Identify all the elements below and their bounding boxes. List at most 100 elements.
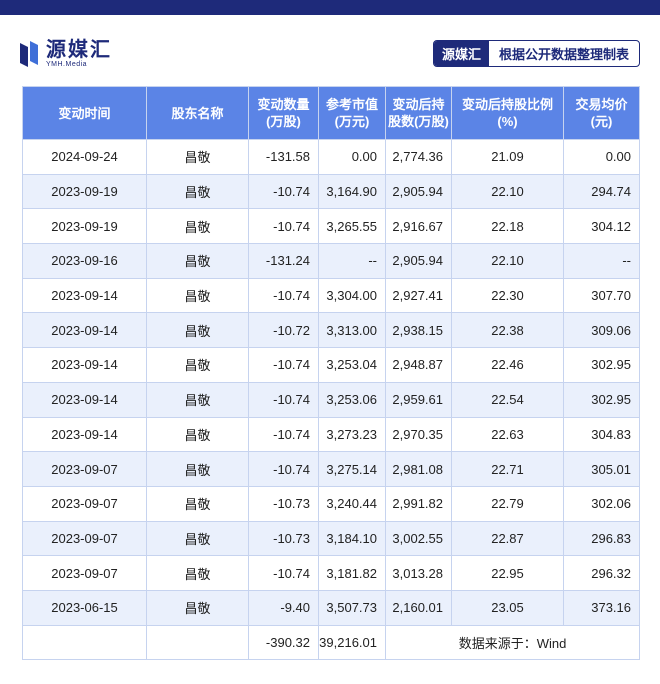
- column-header: 交易均价 (元): [563, 86, 640, 140]
- change-date-cell: 2023-09-19: [22, 208, 147, 245]
- avg-price-cell: 302.95: [563, 381, 640, 418]
- shares-after-cell: 2,938.15: [385, 312, 452, 349]
- shares-after-cell: 3,013.28: [385, 555, 452, 591]
- change-quantity-cell: -10.74: [248, 208, 319, 245]
- change-quantity-cell: -10.74: [248, 347, 319, 383]
- column-header-line: 股数(万股): [388, 114, 449, 129]
- table-row: 2023-09-14 昌敬 -10.72 3,313.00 2,938.15 22.38 3…: [22, 312, 640, 349]
- change-date-cell: 2023-09-14: [22, 347, 147, 383]
- ratio-after-cell: 23.05: [451, 589, 564, 626]
- change-date-cell: 2023-09-14: [22, 312, 147, 349]
- total-empty-cell: [22, 624, 147, 660]
- shareholder-name-cell: 昌敬: [146, 381, 249, 418]
- change-date-cell: 2023-09-07: [22, 520, 147, 557]
- ratio-after-cell: 22.79: [451, 485, 564, 522]
- ratio-after-cell: 22.95: [451, 555, 564, 591]
- table-row: 2023-09-19 昌敬 -10.74 3,265.55 2,916.67 22.18 3…: [22, 208, 640, 245]
- avg-price-cell: 296.83: [563, 520, 640, 557]
- shareholder-name-cell: 昌敬: [146, 173, 249, 210]
- change-quantity-cell: -10.73: [248, 520, 319, 557]
- ratio-after-cell: 22.54: [451, 381, 564, 418]
- shareholder-name-cell: 昌敬: [146, 277, 249, 314]
- column-header-line: 参考市值: [325, 97, 378, 112]
- column-header: 股东名称: [146, 86, 249, 140]
- ratio-after-cell: 22.71: [451, 451, 564, 487]
- ratio-after-cell: 21.09: [451, 139, 564, 175]
- tag-description: 根据公开数据整理制表: [498, 47, 629, 62]
- shareholder-name-cell: 昌敬: [146, 416, 249, 453]
- avg-price-cell: 302.06: [563, 485, 640, 522]
- shareholder-name-cell: 昌敬: [146, 347, 249, 383]
- total-empty-cell: [146, 624, 249, 660]
- shares-after-cell: 2,905.94: [385, 243, 452, 279]
- logo-subtitle: YMH.Media: [46, 61, 88, 68]
- column-header: 变动后持股数(万股): [385, 86, 452, 140]
- shares-after-cell: 2,948.87: [385, 347, 452, 383]
- column-header: 变动数量 (万股): [248, 86, 319, 140]
- change-quantity-cell: -10.74: [248, 451, 319, 487]
- market-value-cell: 3,265.55: [318, 208, 386, 245]
- change-quantity-cell: -10.74: [248, 416, 319, 453]
- change-date-cell: 2023-09-07: [22, 485, 147, 522]
- top-banner: [0, 0, 660, 15]
- shares-after-cell: 2,970.35: [385, 416, 452, 453]
- shareholding-change-table: 变动时间 股东名称 变动数量 (万股) 参考市值 (万元) 变动后持股数(万股) 变动后持股比…: [22, 86, 640, 660]
- change-date-cell: 2023-09-14: [22, 381, 147, 418]
- avg-price-cell: 302.95: [563, 347, 640, 383]
- column-header-line: (%): [497, 114, 518, 129]
- brand-logo: 源媒汇 YMH.Media: [18, 36, 112, 72]
- shareholder-name-cell: 昌敬: [146, 520, 249, 557]
- table-total-row: -390.32 39,216.01 数据来源于：Wind: [22, 624, 640, 660]
- market-value-cell: 3,275.14: [318, 451, 386, 487]
- column-header-line: (万元): [334, 114, 370, 129]
- ratio-after-cell: 22.18: [451, 208, 564, 245]
- change-quantity-cell: -131.24: [248, 243, 319, 279]
- avg-price-cell: 294.74: [563, 173, 640, 210]
- change-date-cell: 2023-06-15: [22, 589, 147, 626]
- shares-after-cell: 2,905.94: [385, 173, 452, 210]
- table-row: 2023-09-14 昌敬 -10.74 3,273.23 2,970.35 22.63 3…: [22, 416, 640, 453]
- change-date-cell: 2024-09-24: [22, 139, 147, 175]
- table-row: 2023-09-07 昌敬 -10.73 3,184.10 3,002.55 22.87 2…: [22, 520, 640, 557]
- column-header-line: 变动后持股比例: [461, 97, 553, 112]
- table-row: 2023-09-16 昌敬 -131.24 -- 2,905.94 22.10 --: [22, 243, 640, 279]
- table-row: 2023-09-14 昌敬 -10.74 3,253.06 2,959.61 22.54 3…: [22, 381, 640, 418]
- shareholder-name-cell: 昌敬: [146, 312, 249, 349]
- shareholder-name-cell: 昌敬: [146, 243, 249, 279]
- data-source-note: 数据来源于：Wind: [385, 624, 640, 660]
- change-date-cell: 2023-09-14: [22, 277, 147, 314]
- market-value-cell: 3,184.10: [318, 520, 386, 557]
- avg-price-cell: 309.06: [563, 312, 640, 349]
- market-value-cell: 3,253.04: [318, 347, 386, 383]
- table-row: 2023-09-07 昌敬 -10.74 3,181.82 3,013.28 22.95 2…: [22, 555, 640, 591]
- avg-price-cell: 304.12: [563, 208, 640, 245]
- avg-price-cell: 304.83: [563, 416, 640, 453]
- shareholder-name-cell: 昌敬: [146, 589, 249, 626]
- logo-name: 源媒汇: [46, 39, 112, 61]
- change-quantity-cell: -10.74: [248, 277, 319, 314]
- source-tag: 源媒汇 根据公开数据整理制表: [432, 40, 640, 67]
- column-header-line: 交易均价: [575, 97, 628, 112]
- avg-price-cell: 305.01: [563, 451, 640, 487]
- table-header-row: 变动时间 股东名称 变动数量 (万股) 参考市值 (万元) 变动后持股数(万股) 变动后持股比…: [22, 86, 640, 140]
- shares-after-cell: 2,981.08: [385, 451, 452, 487]
- ratio-after-cell: 22.10: [451, 173, 564, 210]
- ratio-after-cell: 22.46: [451, 347, 564, 383]
- market-value-cell: 3,304.00: [318, 277, 386, 314]
- column-header: 变动时间: [22, 86, 147, 140]
- table-row: 2023-09-14 昌敬 -10.74 3,253.04 2,948.87 22.46 3…: [22, 347, 640, 383]
- change-quantity-cell: -131.58: [248, 139, 319, 175]
- table-row: 2023-09-07 昌敬 -10.73 3,240.44 2,991.82 22.79 3…: [22, 485, 640, 522]
- shareholder-name-cell: 昌敬: [146, 139, 249, 175]
- ratio-after-cell: 22.63: [451, 416, 564, 453]
- column-header-line: 变动后持: [392, 97, 445, 112]
- shareholder-name-cell: 昌敬: [146, 555, 249, 591]
- column-header-line: (元): [590, 114, 613, 129]
- column-header-line: (万股): [266, 114, 301, 129]
- shares-after-cell: 3,002.55: [385, 520, 452, 557]
- shareholder-name-cell: 昌敬: [146, 451, 249, 487]
- change-quantity-cell: -10.74: [248, 381, 319, 418]
- ratio-after-cell: 22.38: [451, 312, 564, 349]
- shares-after-cell: 2,991.82: [385, 485, 452, 522]
- avg-price-cell: 0.00: [563, 139, 640, 175]
